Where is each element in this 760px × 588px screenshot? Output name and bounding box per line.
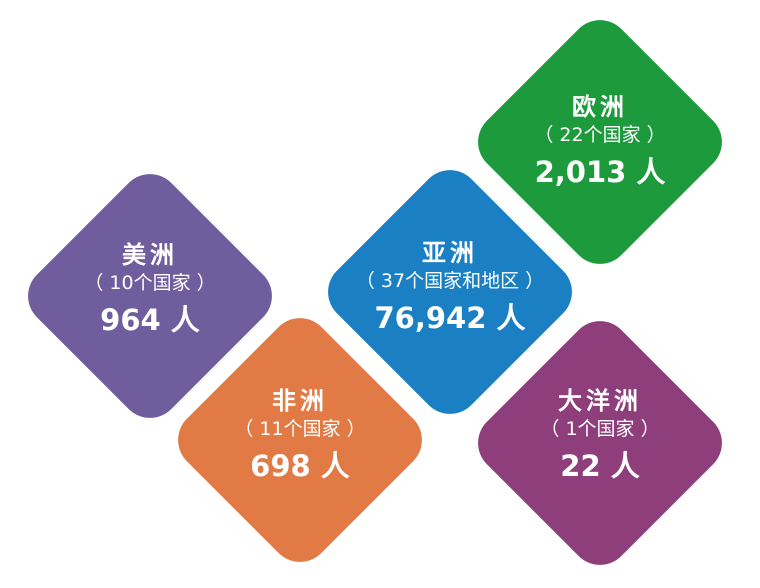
region-name: 亚洲: [422, 239, 478, 267]
country-count: （ 1个国家 ）: [540, 418, 660, 440]
people-count: 76,942 人: [374, 301, 526, 335]
label-america: 美洲 （ 10个国家 ） 964 人: [20, 240, 280, 340]
country-count: （ 11个国家 ）: [234, 418, 366, 440]
people-count: 964 人: [100, 303, 200, 337]
people-count: 2,013 人: [534, 155, 666, 189]
region-name: 大洋洲: [558, 387, 642, 415]
people-count: 22 人: [560, 449, 640, 483]
people-count: 698 人: [250, 449, 350, 483]
label-europe: 欧洲 （ 22个国家 ） 2,013 人: [470, 92, 730, 192]
label-africa: 非洲 （ 11个国家 ） 698 人: [170, 386, 430, 486]
country-count: （ 37个国家和地区 ）: [355, 270, 545, 292]
label-asia: 亚洲 （ 37个国家和地区 ） 76,942 人: [320, 238, 580, 338]
region-name: 欧洲: [572, 93, 628, 121]
country-count: （ 10个国家 ）: [84, 272, 216, 294]
country-count: （ 22个国家 ）: [534, 124, 666, 146]
region-name: 非洲: [272, 387, 328, 415]
region-name: 美洲: [122, 241, 178, 269]
label-oceania: 大洋洲 （ 1个国家 ） 22 人: [470, 386, 730, 486]
